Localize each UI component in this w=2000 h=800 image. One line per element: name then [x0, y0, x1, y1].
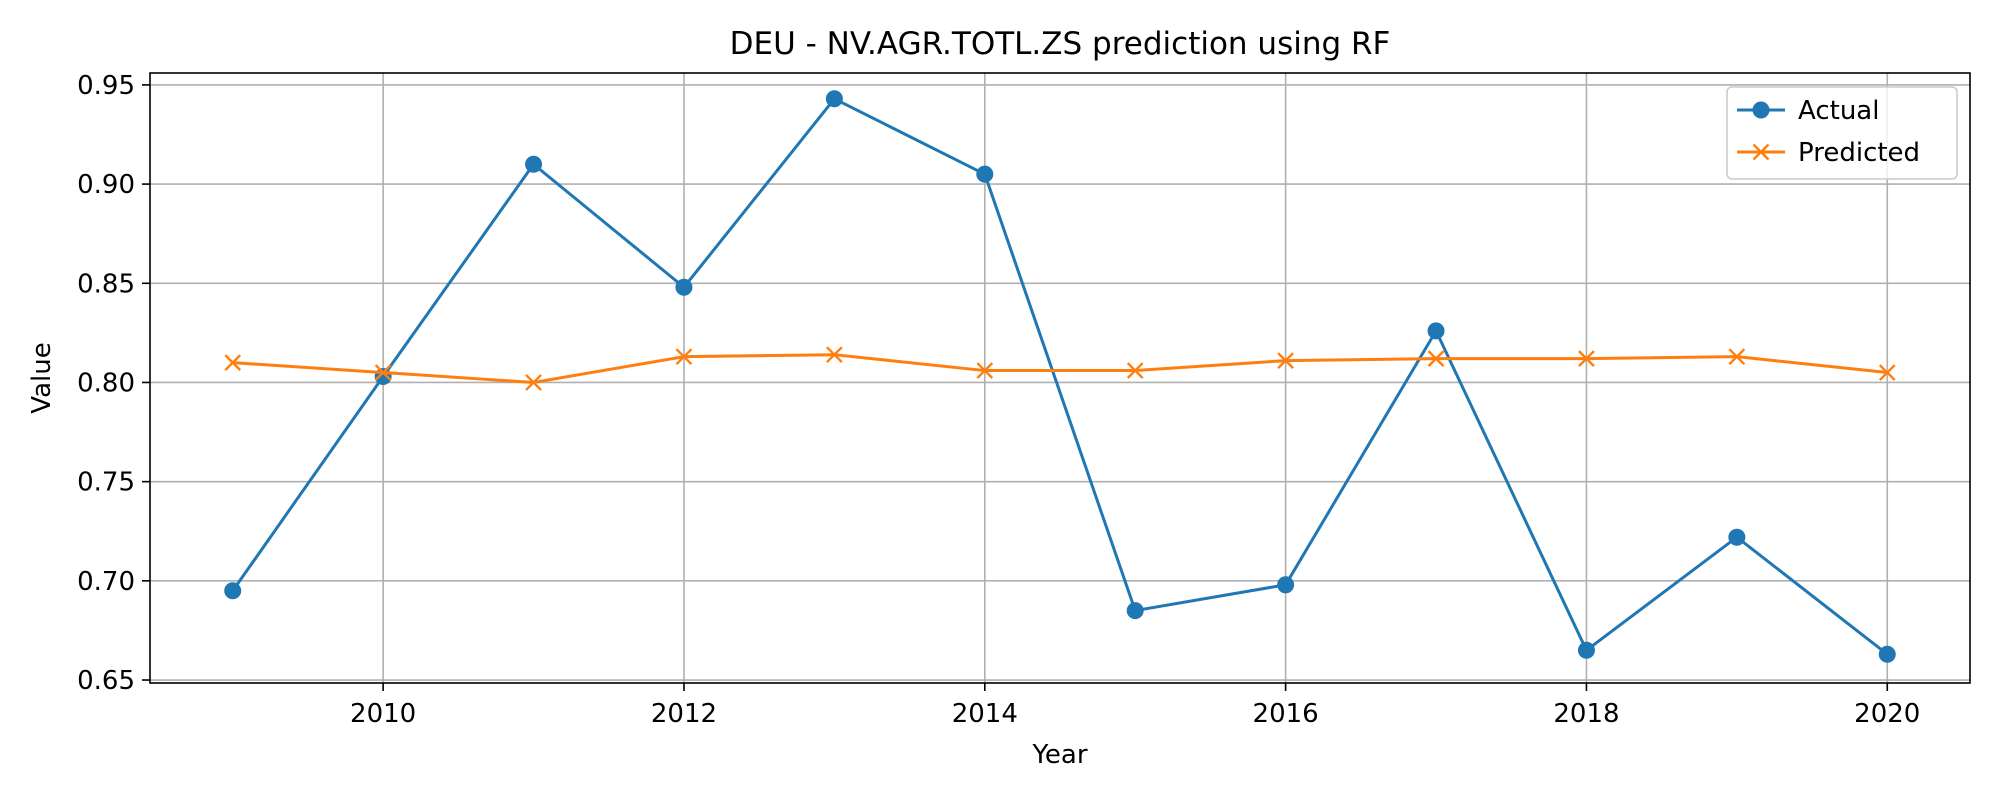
data-point-predicted	[374, 364, 392, 381]
data-point-actual	[1427, 322, 1445, 340]
y-tick-label: 0.95	[77, 71, 135, 101]
data-point-predicted	[1427, 350, 1445, 368]
data-point-predicted	[224, 354, 242, 371]
x-tick-label: 2014	[952, 699, 1018, 729]
chart-title: DEU - NV.AGR.TOTL.ZS prediction using RF	[730, 26, 1391, 62]
data-point-predicted	[1878, 364, 1896, 381]
data-point-predicted	[1126, 362, 1144, 379]
y-axis-label: Value	[27, 342, 57, 413]
ticks: 2010 2012 2014 2016 2018 2020 0.65 0.70 0.75 0.80…	[77, 71, 1920, 729]
data-point-actual	[675, 278, 693, 296]
y-tick-label: 0.70	[77, 567, 135, 597]
legend-label-predicted: Predicted	[1798, 138, 1920, 168]
data-point-actual	[1277, 576, 1295, 594]
x-axis-label: Year	[1031, 740, 1087, 770]
y-tick-label: 0.65	[77, 666, 135, 696]
x-tick-label: 2020	[1854, 699, 1920, 729]
y-tick-label: 0.85	[77, 269, 135, 299]
plot-frame	[149, 72, 1971, 684]
legend: Actual Predicted	[1726, 86, 1958, 180]
x-tick-label: 2012	[651, 699, 717, 729]
data-point-predicted	[525, 374, 542, 391]
data-point-actual	[1728, 528, 1746, 546]
data-point-actual	[1878, 645, 1896, 663]
data-point-predicted	[976, 362, 994, 379]
data-point-predicted	[1277, 352, 1294, 369]
x-tick-label: 2018	[1553, 699, 1619, 729]
data-point-actual	[1577, 641, 1595, 659]
legend-marker-actual	[1752, 101, 1770, 119]
x-tick-label: 2016	[1253, 699, 1319, 729]
data-point-actual	[825, 90, 843, 108]
data-point-predicted	[675, 348, 693, 366]
series-line-predicted	[232, 353, 1888, 384]
data-point-predicted	[826, 346, 843, 364]
data-point-actual	[1126, 602, 1144, 620]
data-point-actual	[525, 155, 543, 173]
series-line-actual	[231, 97, 1889, 656]
series-layer	[224, 90, 1896, 663]
data-point-predicted	[1578, 350, 1595, 368]
x-tick-label: 2010	[350, 699, 416, 729]
y-tick-label: 0.75	[77, 468, 135, 498]
data-point-actual	[976, 165, 994, 183]
data-point-actual	[224, 582, 242, 600]
y-tick-label: 0.80	[77, 368, 135, 398]
y-tick-label: 0.90	[77, 170, 135, 200]
legend-label-actual: Actual	[1798, 96, 1879, 126]
data-point-predicted	[1728, 348, 1746, 366]
legend-marker-predicted	[1752, 143, 1770, 161]
